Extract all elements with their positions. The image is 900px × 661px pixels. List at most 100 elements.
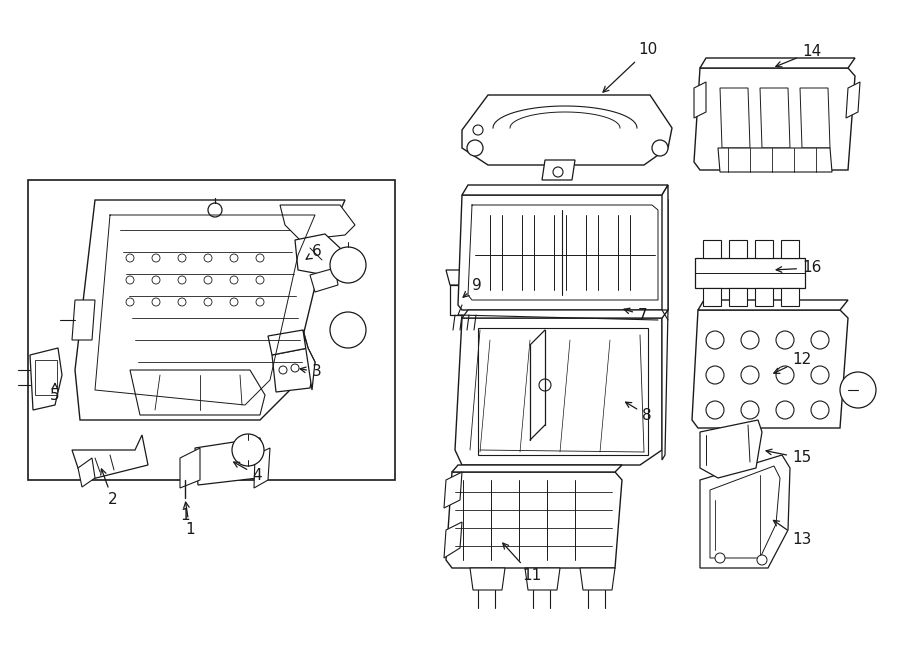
Bar xyxy=(695,258,805,288)
Text: 8: 8 xyxy=(626,402,652,422)
Polygon shape xyxy=(280,205,355,240)
Polygon shape xyxy=(30,348,62,410)
Circle shape xyxy=(553,167,563,177)
Polygon shape xyxy=(455,318,662,465)
Polygon shape xyxy=(272,348,315,392)
Polygon shape xyxy=(180,448,200,488)
Text: 10: 10 xyxy=(603,42,657,92)
Circle shape xyxy=(291,364,299,372)
Circle shape xyxy=(741,401,759,419)
Bar xyxy=(755,240,773,258)
Circle shape xyxy=(811,366,829,384)
Polygon shape xyxy=(268,330,308,355)
Polygon shape xyxy=(446,270,480,285)
Circle shape xyxy=(811,331,829,349)
Circle shape xyxy=(811,401,829,419)
Text: 13: 13 xyxy=(773,520,812,547)
Circle shape xyxy=(706,401,724,419)
Polygon shape xyxy=(450,285,480,315)
Circle shape xyxy=(230,276,238,284)
Circle shape xyxy=(232,434,264,466)
Polygon shape xyxy=(846,82,860,118)
Polygon shape xyxy=(580,568,615,590)
Circle shape xyxy=(204,276,212,284)
Circle shape xyxy=(256,254,264,262)
Circle shape xyxy=(178,254,186,262)
Text: 1: 1 xyxy=(184,502,194,537)
Polygon shape xyxy=(470,568,505,590)
Polygon shape xyxy=(662,310,668,460)
Polygon shape xyxy=(662,185,668,320)
Circle shape xyxy=(757,555,767,565)
Circle shape xyxy=(152,254,160,262)
Circle shape xyxy=(126,276,134,284)
Circle shape xyxy=(256,276,264,284)
Polygon shape xyxy=(446,472,622,568)
Circle shape xyxy=(715,553,725,563)
Polygon shape xyxy=(694,68,855,170)
Polygon shape xyxy=(710,466,780,558)
Polygon shape xyxy=(700,455,790,568)
Circle shape xyxy=(152,298,160,306)
Polygon shape xyxy=(254,448,270,488)
Polygon shape xyxy=(760,88,790,148)
Circle shape xyxy=(840,372,876,408)
Circle shape xyxy=(256,298,264,306)
Circle shape xyxy=(652,140,668,156)
Text: 3: 3 xyxy=(300,364,322,379)
Bar xyxy=(703,240,721,258)
Polygon shape xyxy=(525,568,560,590)
Circle shape xyxy=(178,276,186,284)
Text: 14: 14 xyxy=(776,44,821,67)
Polygon shape xyxy=(698,300,848,310)
Circle shape xyxy=(152,276,160,284)
Circle shape xyxy=(467,140,483,156)
Text: 16: 16 xyxy=(776,260,822,276)
Polygon shape xyxy=(458,195,668,310)
Polygon shape xyxy=(130,370,265,415)
Text: 2: 2 xyxy=(101,469,118,508)
Bar xyxy=(729,288,747,306)
Circle shape xyxy=(204,298,212,306)
Circle shape xyxy=(776,366,794,384)
Circle shape xyxy=(776,401,794,419)
Polygon shape xyxy=(462,185,668,195)
Text: 1: 1 xyxy=(180,508,190,522)
Text: 6: 6 xyxy=(306,245,322,260)
Text: 4: 4 xyxy=(234,462,262,483)
Polygon shape xyxy=(444,522,462,558)
Circle shape xyxy=(741,331,759,349)
Circle shape xyxy=(706,366,724,384)
Text: 11: 11 xyxy=(503,543,541,582)
Polygon shape xyxy=(452,465,622,472)
Polygon shape xyxy=(720,88,750,148)
Polygon shape xyxy=(478,328,648,455)
Text: 7: 7 xyxy=(624,307,648,323)
Text: 9: 9 xyxy=(464,278,482,297)
Polygon shape xyxy=(694,82,706,118)
Polygon shape xyxy=(476,270,484,315)
Bar xyxy=(781,288,799,306)
Circle shape xyxy=(178,298,186,306)
Polygon shape xyxy=(462,310,668,318)
Polygon shape xyxy=(78,458,95,487)
Polygon shape xyxy=(800,88,830,148)
Polygon shape xyxy=(303,330,315,390)
Circle shape xyxy=(741,366,759,384)
Circle shape xyxy=(473,125,483,135)
Bar xyxy=(781,240,799,258)
Bar xyxy=(755,288,773,306)
Circle shape xyxy=(126,298,134,306)
Polygon shape xyxy=(700,58,855,68)
Polygon shape xyxy=(310,268,338,292)
Polygon shape xyxy=(542,160,575,180)
Circle shape xyxy=(279,366,287,374)
Circle shape xyxy=(776,331,794,349)
Circle shape xyxy=(330,247,366,283)
Text: 12: 12 xyxy=(774,352,811,373)
Bar xyxy=(729,240,747,258)
Polygon shape xyxy=(75,200,345,420)
Polygon shape xyxy=(195,438,265,485)
Polygon shape xyxy=(444,472,462,508)
Polygon shape xyxy=(72,435,148,480)
